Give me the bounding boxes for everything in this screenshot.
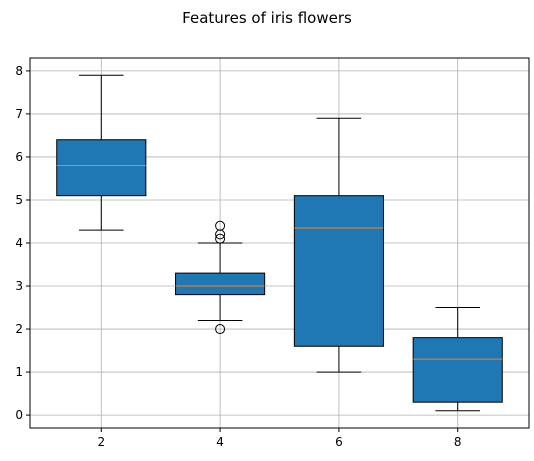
box-2 [56, 74, 147, 231]
box-6 [293, 117, 384, 373]
y-tick-label: 7 [15, 107, 23, 121]
y-tick-label: 6 [15, 150, 23, 164]
outlier-point [215, 229, 226, 240]
outlier-point [215, 324, 226, 335]
box-body [293, 195, 384, 347]
y-tick-label: 4 [15, 236, 23, 250]
box-body [56, 139, 147, 197]
y-tick-label: 1 [15, 365, 23, 379]
y-tick-label: 0 [15, 408, 23, 422]
axes: 2 4 6 8 0 1 2 3 4 5 6 7 8 [15, 57, 530, 449]
x-tick-label: 4 [216, 435, 224, 449]
y-tick-label: 5 [15, 193, 23, 207]
x-tick-label: 8 [454, 435, 462, 449]
x-tick-label: 2 [97, 435, 105, 449]
x-tick-label: 6 [335, 435, 343, 449]
y-tick-label: 8 [15, 64, 23, 78]
y-tick-label: 2 [15, 322, 23, 336]
box-body [412, 337, 503, 403]
boxes-layer [56, 74, 503, 412]
chart-title: Features of iris flowers [182, 9, 352, 27]
box-body [175, 272, 266, 296]
box-8 [412, 307, 503, 412]
y-tick-label: 3 [15, 279, 23, 293]
box-4 [175, 220, 266, 335]
outlier-point [215, 233, 226, 244]
